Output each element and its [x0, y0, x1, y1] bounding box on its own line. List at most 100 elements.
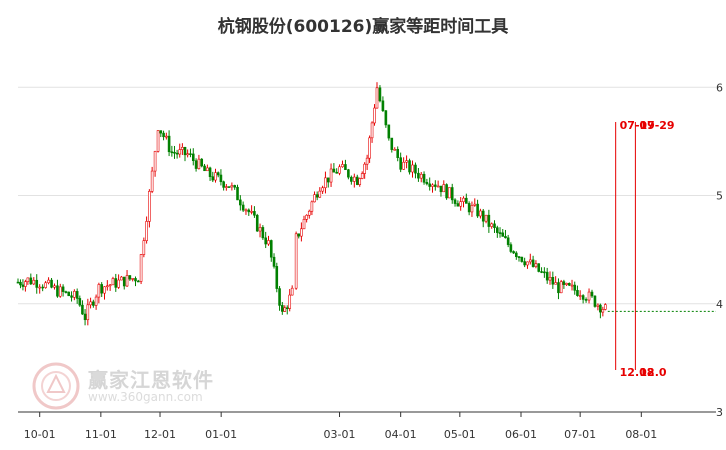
candle-body	[35, 279, 39, 288]
candle-body	[294, 233, 298, 289]
candle-body	[305, 214, 308, 220]
candle-body	[402, 161, 405, 170]
candle-body	[365, 157, 369, 165]
candle-body	[70, 295, 73, 298]
candle-body	[175, 152, 179, 155]
candle-body	[137, 280, 140, 283]
candle-body	[244, 209, 248, 212]
candle-body	[545, 271, 549, 281]
candle-body	[19, 281, 22, 286]
candle-body	[16, 281, 20, 284]
candle-body	[86, 304, 90, 321]
candle-body	[509, 244, 513, 252]
candle-body	[222, 181, 225, 188]
candle-body	[487, 214, 491, 227]
candle-body	[324, 177, 327, 189]
candle-body	[599, 304, 602, 313]
candle-body	[92, 301, 95, 306]
candle-body	[568, 283, 571, 286]
candle-body	[288, 294, 292, 309]
candle-body	[50, 279, 53, 288]
candle-body	[227, 186, 231, 188]
candle-body	[434, 184, 437, 187]
candle-body	[181, 147, 184, 150]
candle-body	[264, 237, 267, 245]
candle-body	[145, 221, 148, 241]
candle-body	[189, 153, 192, 155]
candle-body	[573, 284, 577, 291]
candle-body	[97, 284, 101, 298]
candle-body	[125, 275, 129, 287]
candle-body	[565, 283, 568, 285]
candle-body	[258, 227, 262, 232]
candle-body	[183, 147, 187, 156]
candle-body	[373, 107, 376, 124]
candle-body	[481, 210, 485, 222]
candle-body	[445, 184, 448, 199]
candle-body	[422, 173, 426, 183]
candle-body	[378, 87, 382, 102]
candle-body	[576, 290, 579, 296]
candle-body	[191, 153, 195, 161]
y-tick-label: 6	[716, 81, 723, 94]
candle-body	[467, 203, 471, 213]
candle-body	[89, 301, 92, 306]
candle-body	[67, 291, 71, 297]
annotation-value-label: 12.0	[639, 366, 666, 379]
candle-body	[131, 278, 134, 280]
candle-body	[570, 284, 574, 287]
candle-body	[562, 281, 566, 285]
candle-body	[203, 165, 206, 172]
candle-body	[587, 291, 591, 301]
y-tick-label: 4	[716, 298, 723, 311]
candle-body	[496, 227, 499, 233]
x-axis: 10-01 11-01 12-01 01-01 03-01 04-01 05-01 06-01…	[24, 412, 657, 441]
candle-body	[551, 277, 555, 285]
candle-body	[473, 203, 477, 206]
candle-body	[498, 232, 502, 234]
candle-body	[302, 219, 306, 230]
candle-body	[32, 279, 36, 285]
candle-body	[512, 251, 515, 254]
candle-body	[347, 169, 350, 178]
candle-body	[456, 203, 460, 207]
candle-body	[431, 184, 434, 187]
candle-body	[368, 137, 371, 159]
candle-body	[428, 183, 431, 187]
candle-body	[425, 181, 429, 185]
candle-body	[548, 277, 552, 281]
candle-body	[156, 130, 160, 152]
candle-body	[122, 276, 126, 287]
candle-body	[73, 291, 76, 298]
annotations: 07-19 12.08 07-29 12.0	[615, 119, 675, 379]
x-tick-label: 10-01	[24, 428, 56, 441]
candle-body	[285, 307, 289, 310]
candle-body	[100, 284, 103, 294]
candle-body	[139, 254, 143, 282]
candle-body	[501, 232, 505, 237]
candle-body	[233, 185, 236, 188]
candle-body	[390, 137, 394, 150]
candle-body	[355, 176, 359, 185]
candle-body	[211, 176, 215, 181]
candle-body	[61, 286, 65, 292]
candle-body	[448, 187, 451, 199]
candle-body	[534, 263, 538, 267]
candle-body	[178, 149, 182, 155]
candle-body	[216, 172, 220, 176]
candle-body	[94, 296, 98, 306]
candle-body	[150, 170, 154, 192]
candle-body	[53, 285, 56, 288]
candle-body	[557, 282, 560, 294]
candle-body	[537, 263, 541, 272]
candle-body	[56, 285, 59, 297]
candle-body	[29, 277, 33, 285]
candle-body	[318, 190, 322, 198]
candle-body	[360, 173, 364, 179]
candle-body	[111, 278, 115, 286]
candle-body	[581, 295, 585, 300]
candle-body	[479, 210, 482, 217]
candle-body	[396, 149, 400, 158]
candle-body	[526, 261, 529, 266]
candle-body	[484, 214, 488, 222]
